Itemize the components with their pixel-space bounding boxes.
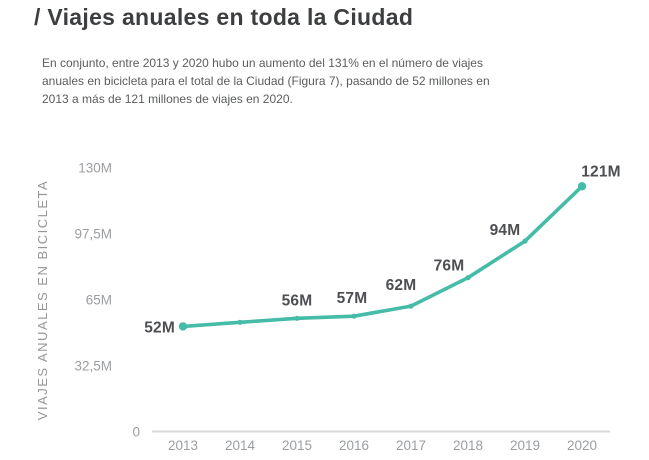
y-tick-label: 65M [86, 293, 112, 308]
data-point-label: 62M [386, 277, 417, 294]
x-tick-label: 2018 [453, 438, 483, 453]
data-point-label: 76M [434, 258, 465, 275]
data-point [178, 322, 188, 331]
trend-line [181, 184, 584, 329]
x-tick-label: 2013 [168, 438, 198, 453]
data-point [351, 313, 357, 319]
data-point-label: 57M [337, 290, 368, 307]
data-point [237, 319, 243, 325]
x-tick-label: 2015 [282, 438, 312, 453]
data-point [577, 182, 587, 191]
x-tick-label: 2019 [510, 438, 540, 453]
data-point [522, 238, 528, 244]
data-point [294, 315, 300, 321]
data-point-label: 52M [144, 319, 175, 336]
data-point-label: 121M [581, 163, 621, 180]
x-tick-label: 2020 [567, 438, 597, 453]
y-tick-label: 0 [132, 425, 140, 440]
y-axis-title: VIAJES ANUALES EN BICICLETA [35, 180, 50, 420]
data-point [408, 303, 414, 309]
page-title: / Viajes anuales en toda la Ciudad [34, 4, 414, 30]
data-point [465, 275, 471, 281]
y-tick-label: 97,5M [74, 227, 112, 242]
data-point-label: 56M [282, 292, 313, 309]
annual-trips-line-chart: VIAJES ANUALES EN BICICLETA 130M 97,5M 65M 3… [0, 140, 649, 460]
data-point-label: 94M [490, 222, 521, 239]
y-tick-label: 130M [78, 161, 112, 176]
x-tick-label: 2014 [225, 438, 256, 453]
x-tick-label: 2016 [339, 438, 369, 453]
intro-paragraph: En conjunto, entre 2013 y 2020 hubo un a… [42, 56, 490, 106]
x-tick-label: 2017 [396, 438, 426, 453]
line-chart-svg: VIAJES ANUALES EN BICICLETA 130M 97,5M 65M 3… [35, 161, 621, 454]
y-tick-label: 32,5M [74, 359, 112, 374]
